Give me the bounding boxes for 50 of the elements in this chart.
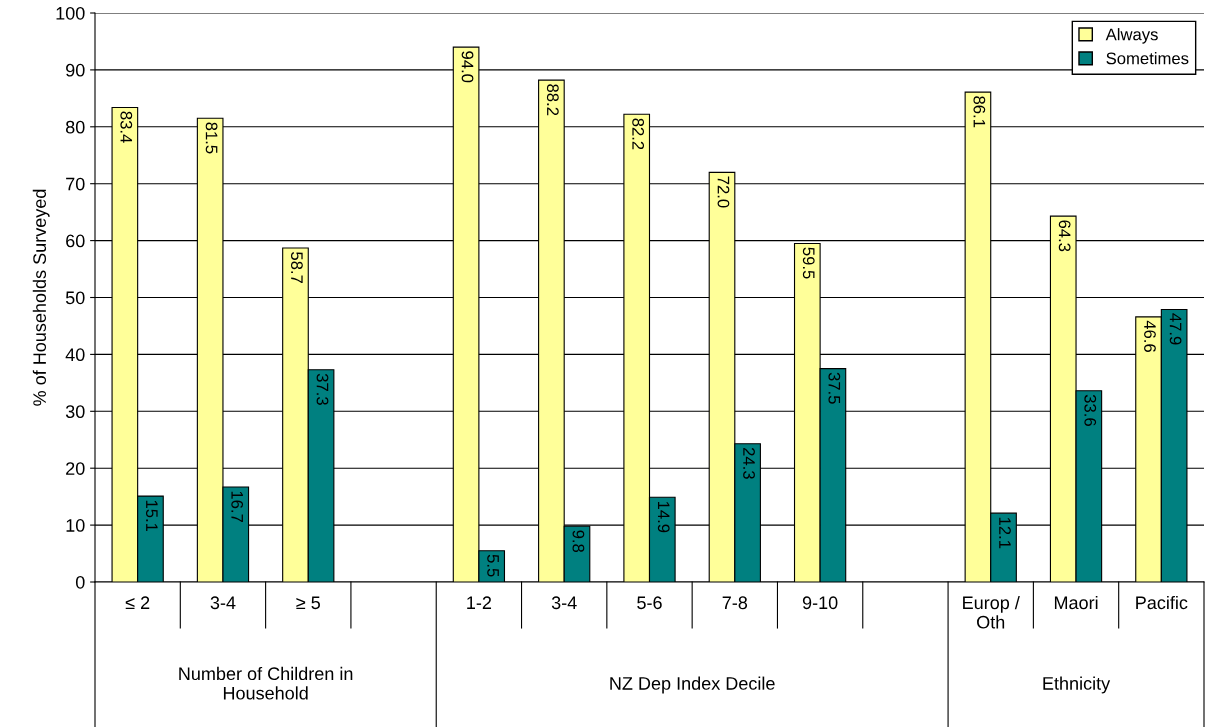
data-label: 88.2: [546, 84, 559, 116]
text: NZ Dep Index Decile: [610, 676, 775, 694]
data-label: 83.4: [120, 111, 133, 143]
data-label: 81.5: [205, 122, 218, 154]
data-label: 14.9: [657, 501, 670, 533]
data-label: 15.1: [145, 500, 158, 532]
data-label: 46.6: [1144, 320, 1156, 352]
text: Ethnicity: [1043, 676, 1111, 694]
x-tick-label: 7-8: [722, 596, 748, 610]
y-tick-label: 30: [65, 405, 85, 419]
data-label: 86.1: [973, 96, 986, 128]
y-tick-label: 90: [66, 63, 85, 77]
y-tick-label: 60: [66, 234, 85, 248]
x-tick-label: ≥ 5: [296, 596, 320, 610]
x-tick-label: 3-4: [210, 596, 236, 610]
data-label: 82.2: [632, 118, 645, 150]
text: Number of Children in Household: [179, 666, 353, 700]
x-tick-label: 1-2: [467, 596, 492, 609]
y-tick-label: 80: [65, 120, 85, 134]
y-tick-label: 70: [66, 177, 85, 191]
y-tick-label: 40: [65, 348, 85, 362]
x-tick-label: Pacific: [1136, 595, 1188, 610]
data-label: 59.5: [802, 247, 815, 279]
x-tick-label: 3-4: [551, 596, 577, 610]
data-label: 37.3: [316, 373, 329, 405]
y-tick-label: 100: [56, 6, 85, 20]
data-label: 16.7: [231, 491, 244, 522]
data-label: 58.7: [291, 252, 303, 284]
data-label: 33.6: [1084, 394, 1097, 426]
data-label: 72.0: [717, 176, 730, 208]
y-tick-label: 50: [65, 291, 85, 305]
x-tick-label: Europ / Oth: [963, 595, 1020, 629]
data-label: 64.3: [1058, 220, 1071, 252]
data-label: 37.5: [828, 372, 841, 404]
y-tick-label: 0: [75, 575, 85, 589]
data-label: 5.5: [487, 554, 499, 577]
legend-label: Always: [1105, 28, 1158, 44]
y-tick-label: 10: [66, 519, 85, 532]
x-tick-label: 5-6: [637, 596, 662, 610]
data-label: 47.9: [1169, 313, 1182, 345]
data-label: 24.3: [743, 447, 755, 479]
legend-label: Sometimes: [1106, 52, 1189, 65]
y-axis-title: % of Households Surveyed: [32, 189, 50, 406]
y-tick-label: 20: [66, 462, 85, 475]
x-tick-label: 9-10: [802, 596, 838, 610]
data-label: 9.8: [572, 530, 585, 553]
data-label: 94.0: [461, 51, 474, 83]
x-tick-label: ≤ 2: [125, 596, 150, 609]
x-tick-label: Maori: [1054, 595, 1098, 610]
data-label: 12.1: [999, 517, 1011, 549]
